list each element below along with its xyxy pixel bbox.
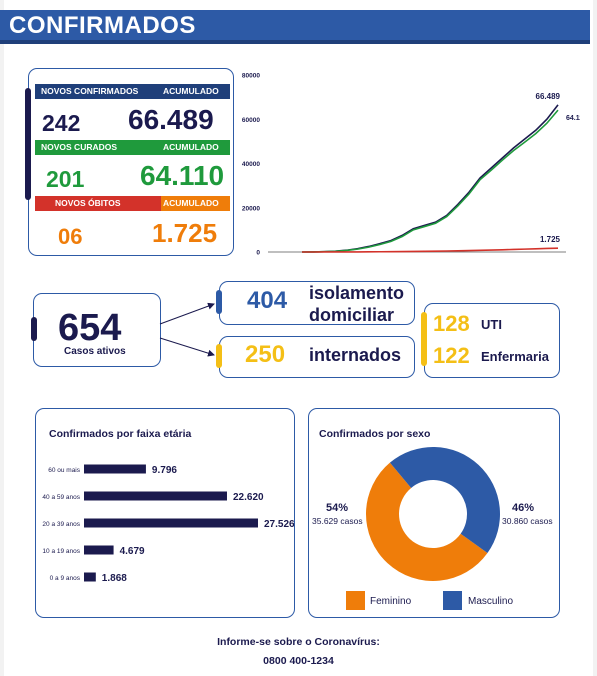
page-header: CONFIRMADOS — [0, 10, 590, 44]
footer-phone: 0800 400-1234 — [263, 655, 334, 667]
active-cases-card — [33, 293, 161, 367]
left-edge — [0, 0, 4, 676]
series-end-label: 1.725 — [540, 235, 561, 244]
female-pct: 54% — [326, 502, 349, 514]
age-value-label: 4.679 — [120, 546, 145, 557]
cumulative-line-chart: 0 20000 40000 60000 80000 66.489 64.110 1.725 — [242, 73, 580, 257]
age-category-label: 10 a 19 anos — [42, 548, 80, 555]
age-panel — [35, 408, 295, 618]
y-tick-label: 80000 — [242, 73, 260, 80]
recovered-acc-label: ACUMULADO — [163, 142, 219, 152]
new-confirmed-label: NOVOS CONFIRMADOS — [41, 86, 139, 96]
right-edge — [593, 0, 597, 676]
summary-accent-bar — [25, 88, 31, 200]
deaths-band: NOVOS ÓBITOS ACUMULADO — [35, 196, 230, 211]
deaths-acc-label: ACUMULADO — [163, 198, 219, 208]
age-bar — [84, 464, 146, 474]
y-tick-label: 20000 — [242, 205, 260, 212]
age-category-label: 60 ou mais — [48, 467, 81, 474]
isolation-accent-bar — [216, 290, 222, 314]
sex-panel — [308, 408, 560, 618]
donut-slice-masculino — [389, 446, 500, 554]
age-value-label: 1.868 — [102, 573, 127, 584]
isolation-card — [219, 281, 415, 325]
confirmed-acc-label: ACUMULADO — [163, 86, 219, 96]
age-panel-title: Confirmados por faixa etária — [49, 428, 192, 440]
y-tick-label: 40000 — [242, 161, 260, 168]
bed-type-accent-bar — [421, 312, 427, 366]
age-bar-chart: 60 ou mais 9.796 40 a 59 anos 22.620 20 a 39… — [42, 464, 294, 584]
isolation-value: 404 — [247, 287, 288, 314]
age-category-label: 40 a 59 anos — [42, 494, 80, 501]
page-title: CONFIRMADOS — [9, 12, 196, 39]
age-value-label: 9.796 — [152, 465, 177, 476]
recovered-band: NOVOS CURADOS ACUMULADO — [35, 140, 230, 155]
new-recovered-label: NOVOS CURADOS — [41, 142, 118, 152]
series-end-label: 66.489 — [536, 92, 561, 101]
series-end-label: 64.110 — [566, 115, 580, 122]
hospital-card — [219, 336, 415, 378]
connector-arrows — [159, 302, 215, 357]
arrow-to-isolation — [159, 302, 215, 325]
active-accent-bar — [31, 317, 37, 341]
legend-male-label: Masculino — [468, 596, 514, 607]
active-cases-label: Casos ativos — [64, 346, 126, 357]
new-recovered-value: 201 — [46, 166, 85, 192]
summary-card — [28, 68, 234, 256]
isolation-label-line2: domiciliar — [309, 305, 395, 325]
sex-panel-title: Confirmados por sexo — [319, 428, 431, 440]
age-bar — [84, 491, 227, 501]
series-line — [301, 104, 559, 253]
confirmed-band: NOVOS CONFIRMADOS ACUMULADO — [35, 84, 230, 99]
donut-slice-feminino — [366, 462, 488, 581]
ward-label: Enfermaria — [481, 349, 549, 364]
uti-value: 128 — [433, 311, 470, 336]
age-category-label: 0 a 9 anos — [50, 575, 81, 582]
age-value-label: 27.526 — [264, 519, 294, 530]
y-tick-label: 60000 — [242, 117, 260, 124]
age-bar — [84, 572, 96, 582]
male-pct: 46% — [512, 502, 535, 514]
new-deaths-label: NOVOS ÓBITOS — [55, 198, 121, 208]
hospital-label: internados — [309, 345, 402, 365]
y-tick-label: 0 — [256, 250, 260, 257]
deaths-acc-value: 1.725 — [152, 218, 218, 248]
active-cases-value: 654 — [58, 307, 122, 349]
age-value-label: 22.620 — [233, 492, 264, 503]
arrow-to-hospital — [159, 337, 215, 357]
sex-donut-chart — [366, 446, 500, 581]
uti-label: UTI — [481, 317, 502, 332]
legend-female-swatch — [346, 591, 365, 610]
new-deaths-value: 06 — [58, 224, 83, 249]
age-bar — [84, 518, 258, 528]
legend-female-label: Feminino — [370, 596, 412, 607]
age-bar — [84, 545, 114, 555]
series-line — [301, 109, 559, 253]
legend-male-swatch — [443, 591, 462, 610]
series-line — [301, 247, 559, 253]
ward-value: 122 — [433, 343, 470, 368]
new-confirmed-value: 242 — [42, 110, 81, 136]
female-cases: 35.629 casos — [312, 516, 363, 526]
bed-type-card — [424, 303, 560, 378]
confirmed-acc-value: 66.489 — [128, 104, 214, 135]
male-cases: 30.860 casos — [502, 516, 553, 526]
isolation-label-line1: isolamento — [309, 283, 405, 303]
hospital-value: 250 — [245, 341, 286, 368]
recovered-acc-value: 64.110 — [140, 160, 225, 191]
age-category-label: 20 a 39 anos — [42, 521, 80, 528]
hospital-accent-bar — [216, 344, 222, 368]
footer-info-text: Informe-se sobre o Coronavírus: — [217, 636, 380, 648]
